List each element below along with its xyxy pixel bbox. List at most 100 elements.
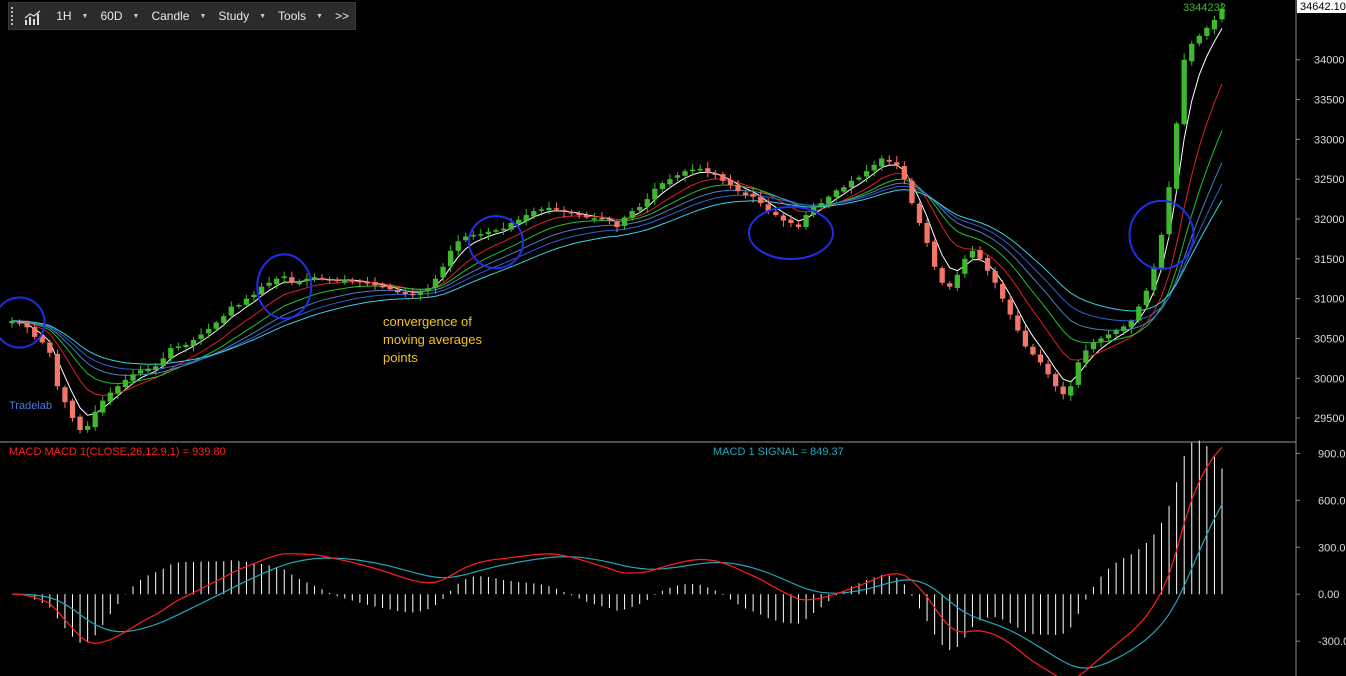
candle (614, 219, 620, 233)
chevron-down-icon: ▼ (259, 12, 267, 20)
candle (916, 201, 923, 226)
price-tick-label: 31500 (1314, 254, 1345, 266)
candle (417, 289, 424, 301)
candle (478, 228, 484, 241)
candle-body (500, 228, 507, 231)
candle-body (924, 223, 930, 243)
candle-body (773, 211, 779, 216)
candle-body (954, 274, 960, 288)
candle (107, 387, 113, 405)
candle-body (1173, 123, 1180, 189)
candle-body (901, 165, 908, 180)
candle (243, 294, 250, 307)
candle-body (984, 257, 991, 271)
candle (266, 276, 272, 289)
candle (886, 155, 892, 166)
candle (584, 211, 590, 220)
candle (1105, 330, 1112, 342)
candle-body (304, 278, 310, 282)
candle-body (221, 316, 227, 323)
chart-type-label: Candle (151, 9, 190, 23)
candle (901, 161, 908, 185)
macd-tick-label: 0.00 (1318, 589, 1339, 601)
candle-body (1105, 334, 1112, 339)
candle (705, 161, 711, 178)
tools-label: Tools (278, 9, 307, 23)
chevron-down-icon: ▼ (316, 12, 323, 20)
candle (364, 276, 371, 287)
candle-body (1166, 187, 1172, 235)
candle-body (531, 211, 537, 217)
candle-body (402, 291, 408, 294)
candle-body (697, 168, 703, 171)
candle (924, 218, 930, 248)
candle (190, 337, 197, 352)
candle-body (410, 293, 416, 296)
candle (848, 175, 855, 194)
candle (1189, 41, 1195, 66)
candle (599, 212, 605, 222)
annotation-circles (0, 199, 1195, 349)
candle (447, 245, 454, 273)
candle (183, 342, 189, 353)
macd-panel[interactable] (11, 440, 1223, 676)
chart-type-dropdown[interactable]: Candle ▼ (145, 3, 212, 29)
candle (984, 255, 991, 276)
candle (629, 207, 635, 221)
candle (387, 283, 393, 292)
more-button[interactable]: >> (329, 3, 355, 29)
candle (644, 193, 650, 213)
candle (1037, 349, 1044, 366)
candle (1075, 359, 1081, 388)
tools-dropdown[interactable]: Tools ▼ (272, 3, 329, 29)
bar-chart-icon[interactable] (24, 6, 42, 26)
candle (712, 170, 718, 179)
candle (977, 246, 983, 262)
candle-body (682, 171, 688, 176)
candle-body (1007, 299, 1013, 315)
candle-body (168, 348, 174, 359)
candle (205, 323, 212, 338)
candle-body (1045, 363, 1051, 375)
candle (84, 421, 91, 433)
candle (894, 156, 900, 170)
candle-body (969, 250, 976, 258)
study-label: Study (218, 9, 250, 23)
candle-body (1211, 19, 1218, 30)
interval-dropdown[interactable]: 1H ▼ (50, 3, 94, 29)
candle (969, 246, 976, 261)
candle-body (1113, 330, 1119, 335)
candle (803, 211, 809, 230)
candle-body (1204, 27, 1210, 36)
candle-body (931, 241, 938, 267)
candle-body (833, 190, 839, 197)
price-panel[interactable] (0, 2, 1225, 434)
candle (826, 195, 832, 209)
candle-body (296, 281, 303, 285)
price-axis[interactable]: 34000 33500 33000 32500 32000 31500 31000 30500… (1295, 0, 1346, 676)
candle-body (289, 277, 295, 283)
candle (909, 177, 915, 206)
candle (296, 279, 303, 286)
toolbar-grip-handle[interactable] (11, 7, 21, 25)
candle (153, 362, 159, 376)
candle-body (39, 335, 45, 343)
study-dropdown[interactable]: Study ▼ (212, 3, 272, 29)
candle (402, 288, 408, 298)
candle (591, 213, 597, 223)
candle (553, 202, 560, 212)
macd-tick-label: 600.0 (1318, 495, 1346, 507)
annotation-text-line-2: moving averages (383, 332, 482, 347)
candle-body (614, 222, 620, 227)
candle-body (266, 282, 272, 286)
candle (780, 212, 787, 227)
macd-tick-label: -300.0 (1318, 636, 1346, 648)
candle (395, 287, 401, 295)
current-price-label: 3344232 (1183, 2, 1226, 14)
candle-body (871, 164, 877, 171)
candle (54, 349, 61, 391)
candle (326, 276, 333, 284)
candle (440, 263, 446, 282)
range-dropdown[interactable]: 60D ▼ (94, 3, 145, 29)
